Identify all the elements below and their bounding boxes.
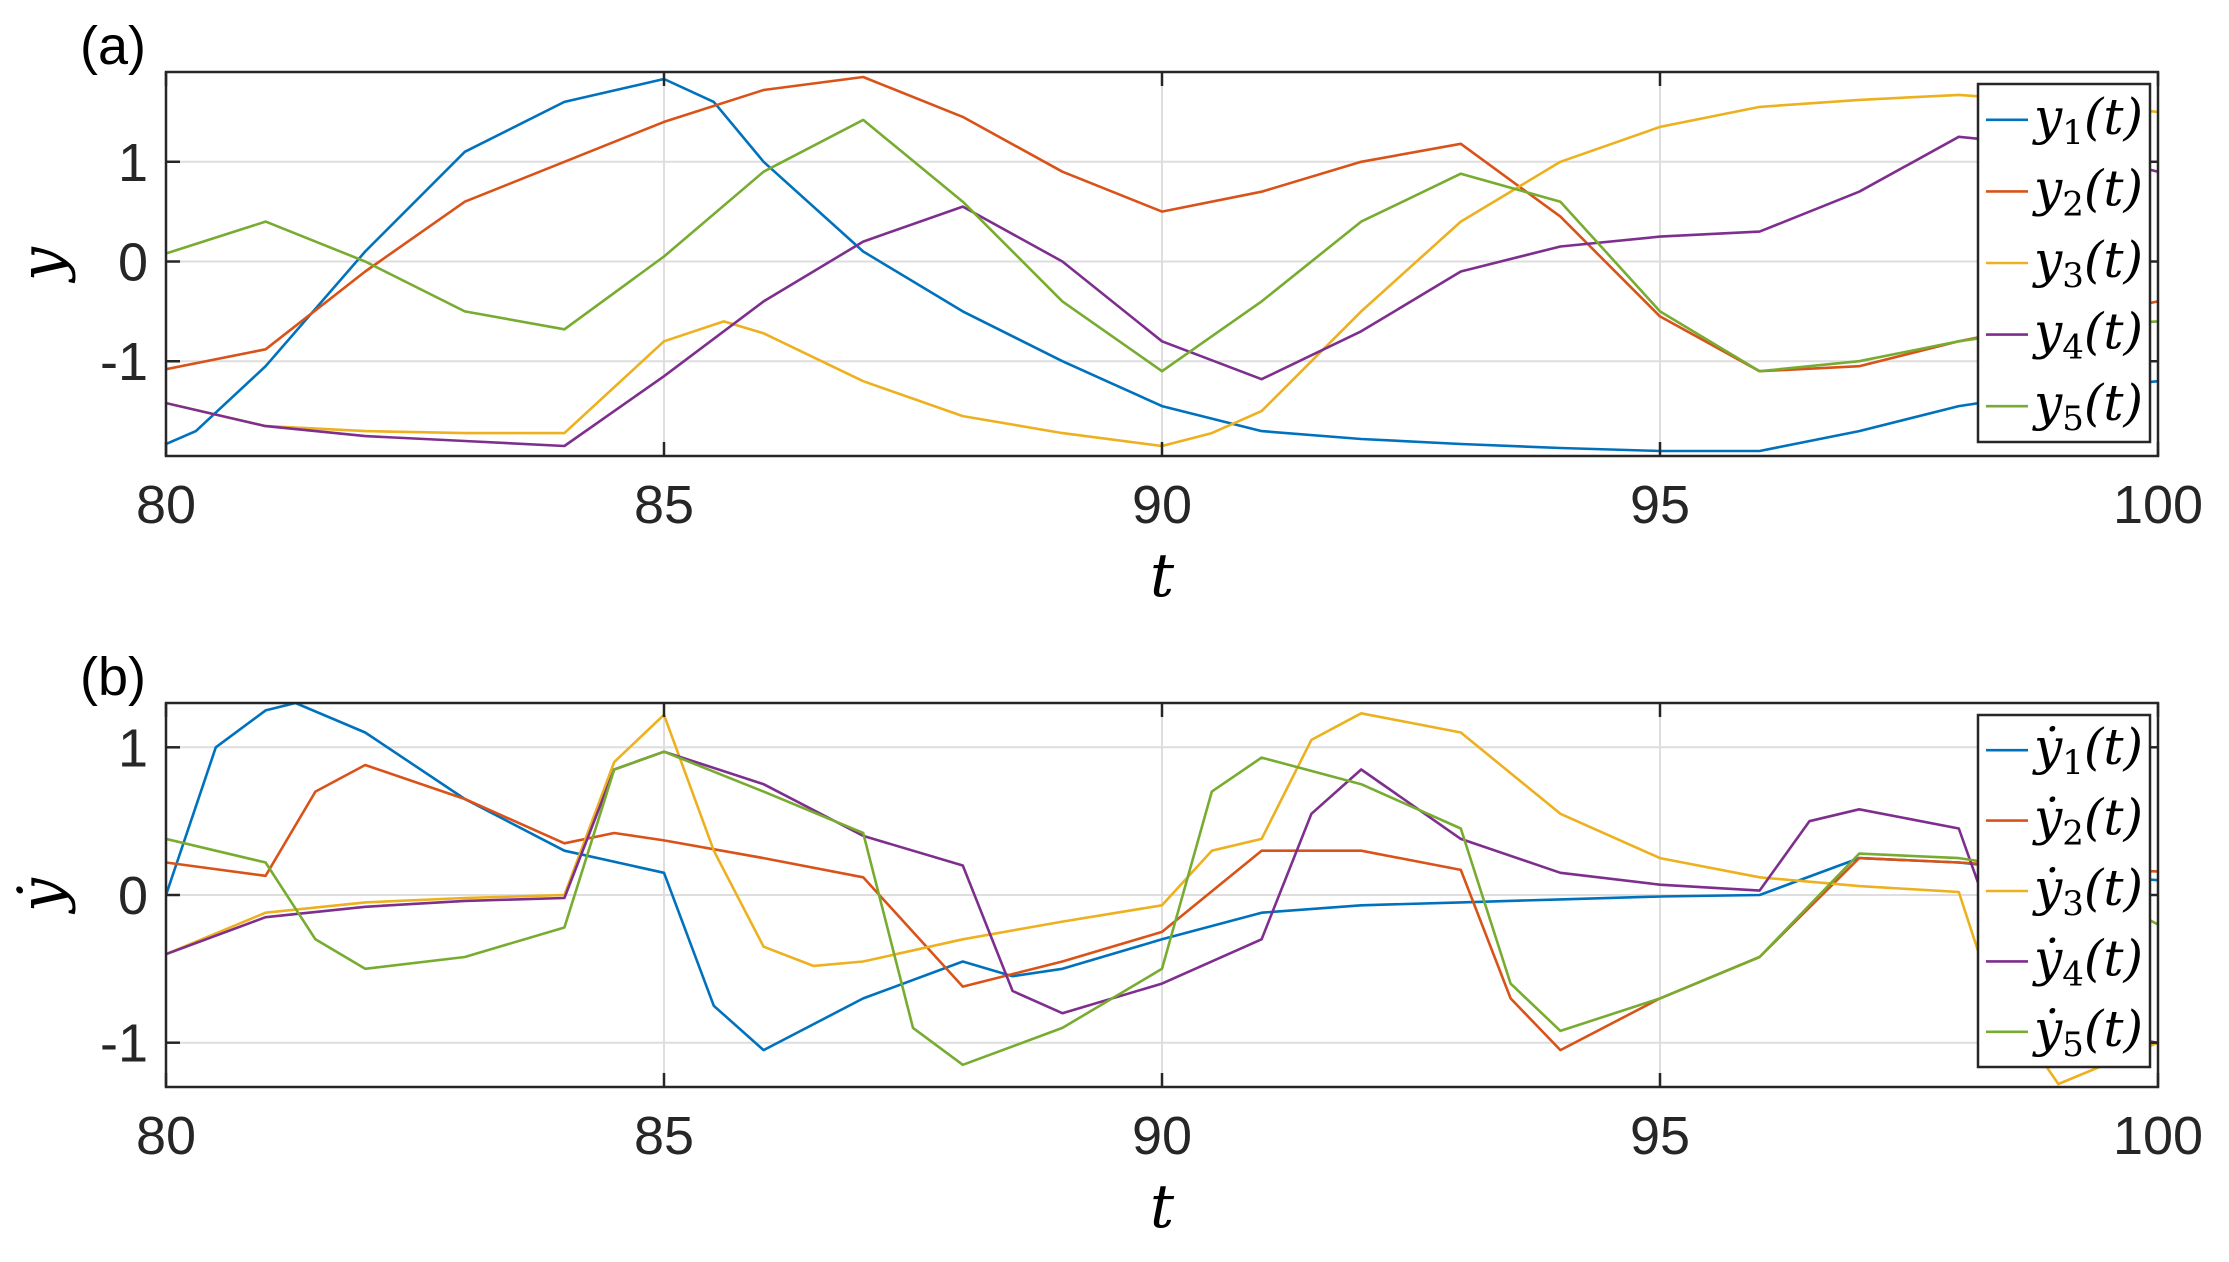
series-line-3 [166, 712, 2158, 1086]
x-tick-label: 85 [634, 475, 694, 535]
x-tick-label: 100 [2113, 475, 2203, 535]
legend-label-2: y2(t) [2032, 159, 2143, 224]
series-line-1 [166, 703, 2158, 1052]
x-axis-label: t [1150, 1172, 1175, 1242]
x-tick-label: 80 [136, 1106, 196, 1166]
panel-b: 80 85 90 95 100 -1 0 1 (b) t ẏ ẏ1(t)ẏ2(t)ẏ3(t)ẏ4(t)… [7, 647, 2203, 1242]
legend-label-3: y3(t) [2032, 231, 2143, 296]
legend-label-5: y5(t) [2032, 374, 2143, 439]
series-line-2 [166, 75, 2158, 373]
legend-label-1: y1(t) [2032, 88, 2143, 153]
legend-label-4: ẏ4(t) [2032, 929, 2143, 994]
x-axis-label: t [1150, 541, 1175, 611]
x-tick-label: 85 [634, 1106, 694, 1166]
panel-label: (a) [80, 16, 146, 76]
series-line-5 [166, 750, 2158, 1067]
y-tick-label: -1 [100, 1014, 148, 1074]
y-tick-label: 1 [118, 133, 148, 193]
legend-label-4: y4(t) [2032, 303, 2143, 368]
x-tick-label: 95 [1630, 475, 1690, 535]
panel-a: 80 85 90 95 100 -1 0 1 (a) t y y1(t)y2(t) y3(t) y4(t)… [7, 16, 2203, 611]
x-tick-label: 100 [2113, 1106, 2203, 1166]
series-line-4 [166, 750, 2158, 1044]
y-axis-label: y [7, 246, 77, 284]
y-tick-label: 0 [118, 866, 148, 926]
y-tick-label: -1 [100, 332, 148, 392]
series-line-4 [166, 135, 2158, 448]
x-tick-label: 90 [1132, 1106, 1192, 1166]
y-tick-label: 0 [118, 233, 148, 293]
x-tick-label: 95 [1630, 1106, 1690, 1166]
legend: y1(t)y2(t) y3(t) y4(t)y5(t) [1976, 82, 2152, 444]
legend-label-3: ẏ3(t) [2032, 859, 2143, 924]
y-axis-label: ẏ [7, 877, 77, 915]
legend-label-1: ẏ1(t) [2032, 718, 2143, 783]
x-tick-label: 90 [1132, 475, 1192, 535]
y-tick-label: 1 [118, 718, 148, 778]
legend: ẏ1(t)ẏ2(t)ẏ3(t)ẏ4(t)ẏ5(t) [1976, 713, 2152, 1069]
panel-label: (b) [80, 647, 146, 707]
legend-label-2: ẏ2(t) [2032, 789, 2143, 854]
x-tick-label: 80 [136, 475, 196, 535]
series-line-5 [166, 118, 2158, 373]
legend-label-5: ẏ5(t) [2032, 1000, 2143, 1065]
series-line-1 [166, 77, 2158, 453]
